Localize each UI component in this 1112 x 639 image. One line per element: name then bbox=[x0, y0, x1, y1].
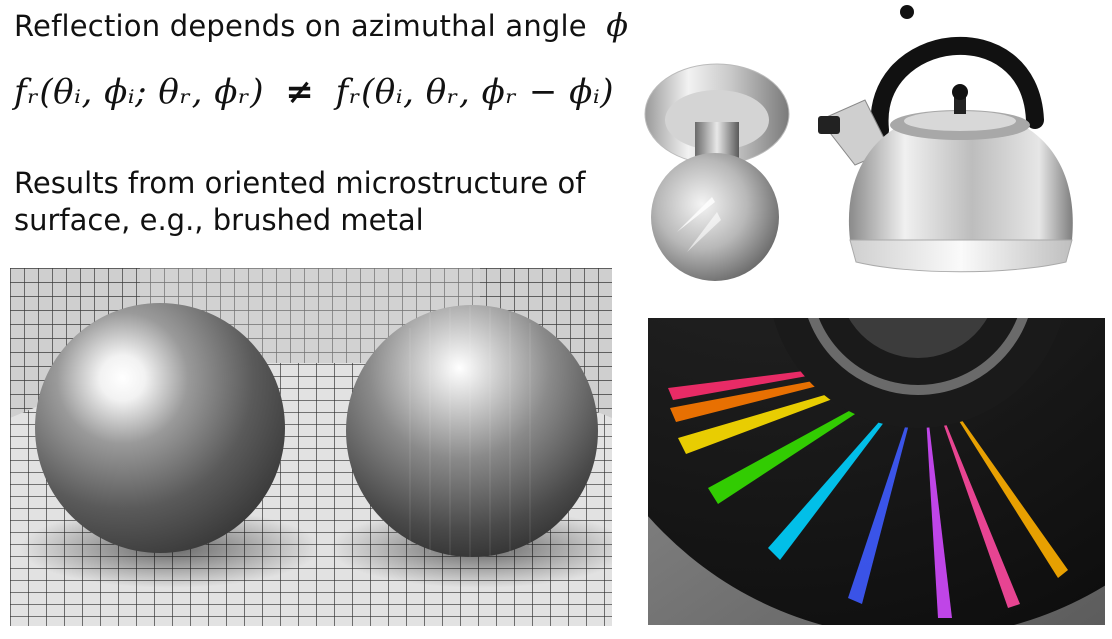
compact-disc-image bbox=[648, 318, 1105, 625]
kettle-image bbox=[810, 0, 1100, 290]
slide-heading: Reflection depends on azimuthal angle ϕ bbox=[14, 6, 628, 44]
heading-text: Reflection depends on azimuthal angle bbox=[14, 9, 587, 43]
equation-rhs: fᵣ(θᵢ, θᵣ, ϕᵣ − ϕᵢ) bbox=[335, 72, 614, 112]
body-line-1: Results from oriented microstructure of bbox=[14, 166, 586, 200]
door-knob-image bbox=[637, 62, 792, 284]
not-equal-sign: ≠ bbox=[285, 72, 315, 112]
phi-symbol: ϕ bbox=[606, 6, 629, 44]
brushed-spheres-render bbox=[10, 268, 612, 626]
body-line-2: surface, e.g., brushed metal bbox=[14, 203, 424, 237]
explanation-text: Results from oriented microstructure of … bbox=[14, 165, 614, 239]
equation-lhs: fᵣ(θᵢ, ϕᵢ; θᵣ, ϕᵣ) bbox=[14, 72, 264, 112]
brdf-equation: fᵣ(θᵢ, ϕᵢ; θᵣ, ϕᵣ) ≠ fᵣ(θᵢ, θᵣ, ϕᵣ − ϕᵢ) bbox=[14, 72, 614, 112]
